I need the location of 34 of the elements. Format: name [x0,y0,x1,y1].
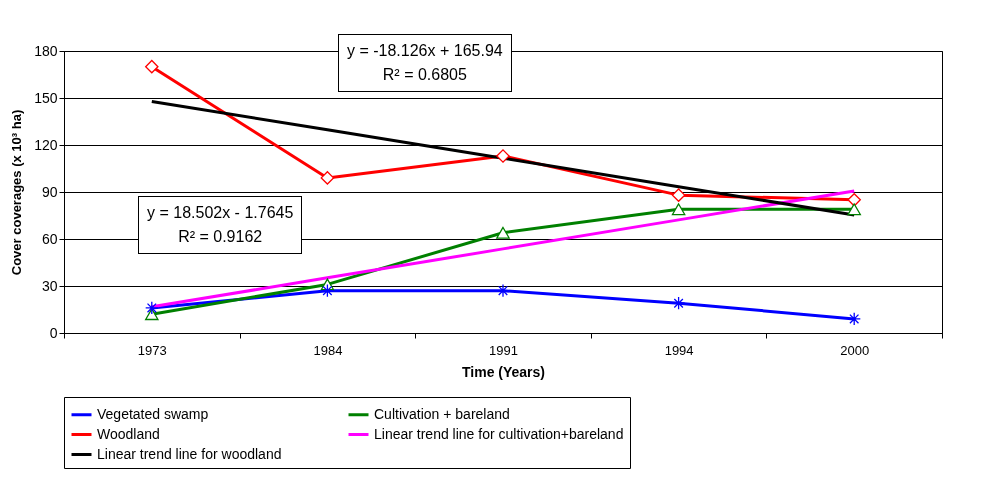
point [847,312,861,326]
x-tick-label: 1984 [313,342,343,358]
x-tick-label: 1973 [137,342,167,358]
point [496,149,510,163]
point [320,283,335,298]
legend-label: Woodland [97,425,160,442]
x-tick-label: 1991 [489,342,518,358]
point [671,203,686,216]
point [847,203,861,216]
y-tick-label: 0 [49,324,58,341]
y-tick-label: 120 [34,136,58,153]
legend-label: Vegetated swamp [97,405,209,422]
point [671,188,686,202]
point [145,308,159,321]
y-tick-label: 180 [34,42,58,59]
legend-label: Linear trend line for woodland [97,445,282,462]
annotation: y = 18.502x - 1.7645 R² = 0.9162 [138,196,303,254]
y-tick-label: 60 [41,230,58,247]
x-axis-title: Time (Years) [461,363,546,380]
annotation: y = -18.126x + 165.94 R² = 0.6805 [338,34,512,92]
y-tick-label: 30 [41,277,58,294]
legend-label: Linear trend line for cultivation+bareland [374,425,624,442]
point [145,301,159,315]
legend-label: Cultivation + bareland [374,405,510,422]
y-axis-title: Cover coverages (x 10³ ha) [9,109,25,276]
y-tick-label: 90 [41,183,58,200]
x-tick-label: 2000 [840,342,870,358]
point [145,59,159,74]
point [496,226,510,239]
y-tick-label: 150 [34,89,58,106]
point [847,193,861,207]
point [320,171,335,185]
x-tick-label: 1994 [664,342,694,358]
point [496,283,510,298]
